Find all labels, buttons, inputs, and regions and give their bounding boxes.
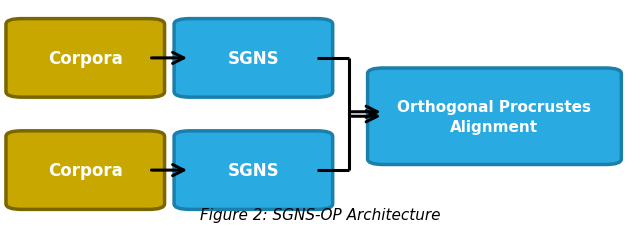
- Text: SGNS: SGNS: [228, 50, 279, 68]
- FancyBboxPatch shape: [6, 19, 164, 98]
- Text: Figure 2: SGNS-OP Architecture: Figure 2: SGNS-OP Architecture: [200, 207, 440, 222]
- Text: SGNS: SGNS: [228, 161, 279, 179]
- FancyBboxPatch shape: [174, 19, 333, 98]
- Text: Corpora: Corpora: [48, 161, 123, 179]
- FancyBboxPatch shape: [367, 69, 621, 165]
- Text: Orthogonal Procrustes
Alignment: Orthogonal Procrustes Alignment: [397, 99, 591, 134]
- Text: Corpora: Corpora: [48, 50, 123, 68]
- FancyBboxPatch shape: [6, 131, 164, 210]
- FancyBboxPatch shape: [174, 131, 333, 210]
